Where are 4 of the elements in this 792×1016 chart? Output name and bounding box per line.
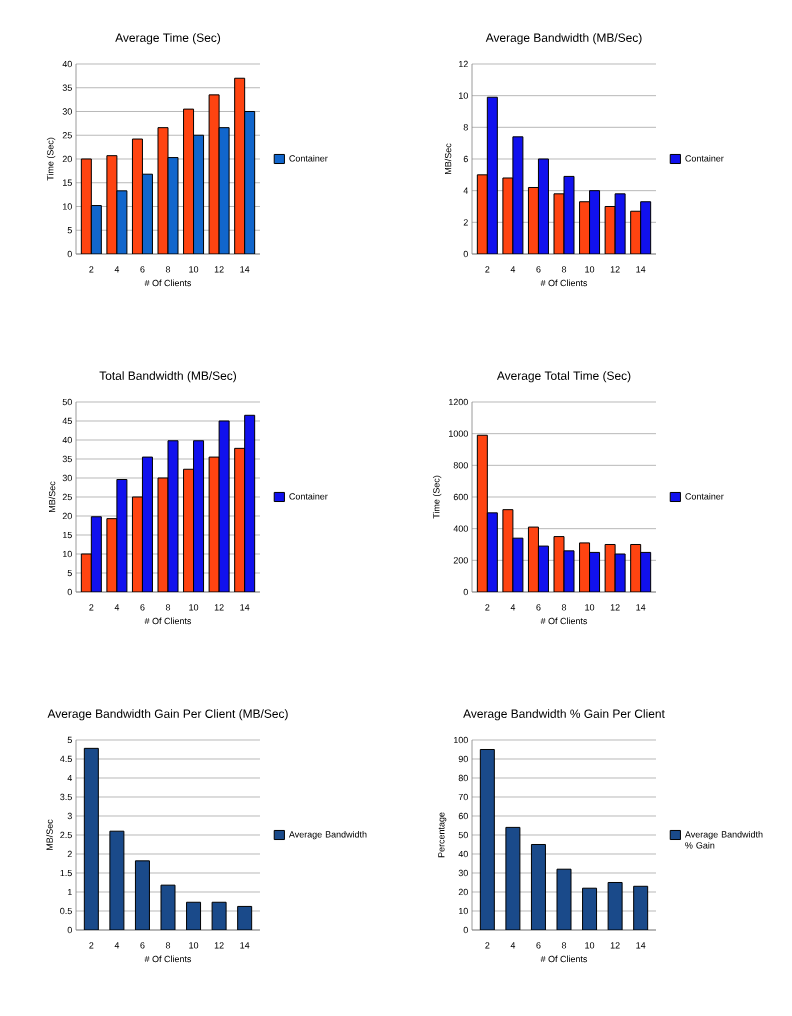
bar <box>134 860 150 930</box>
bar <box>530 844 546 930</box>
bar <box>479 748 495 930</box>
bar <box>83 747 99 930</box>
